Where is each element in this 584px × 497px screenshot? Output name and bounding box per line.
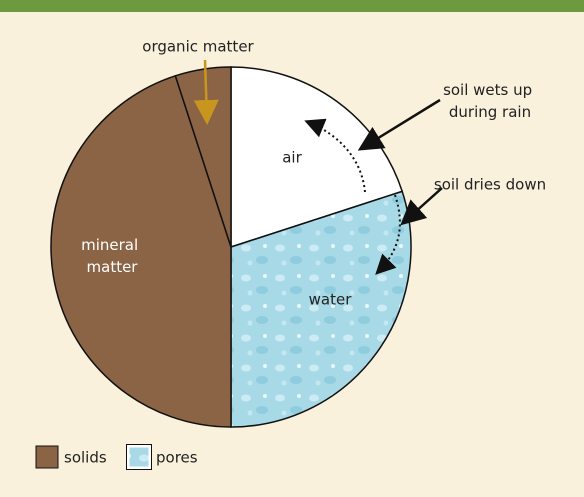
annotation: soil dries down (434, 176, 546, 194)
legend-swatch (36, 446, 58, 468)
chart: airwatermineral matterorganic mattersoil… (0, 0, 584, 497)
slice-label: organic matter (142, 38, 254, 56)
legend-label: pores (156, 449, 198, 467)
top-bar (0, 0, 584, 12)
slice-label: water (309, 291, 353, 309)
legend-swatch (128, 446, 150, 468)
slice-label: air (282, 149, 302, 167)
legend-label: solids (64, 449, 107, 467)
